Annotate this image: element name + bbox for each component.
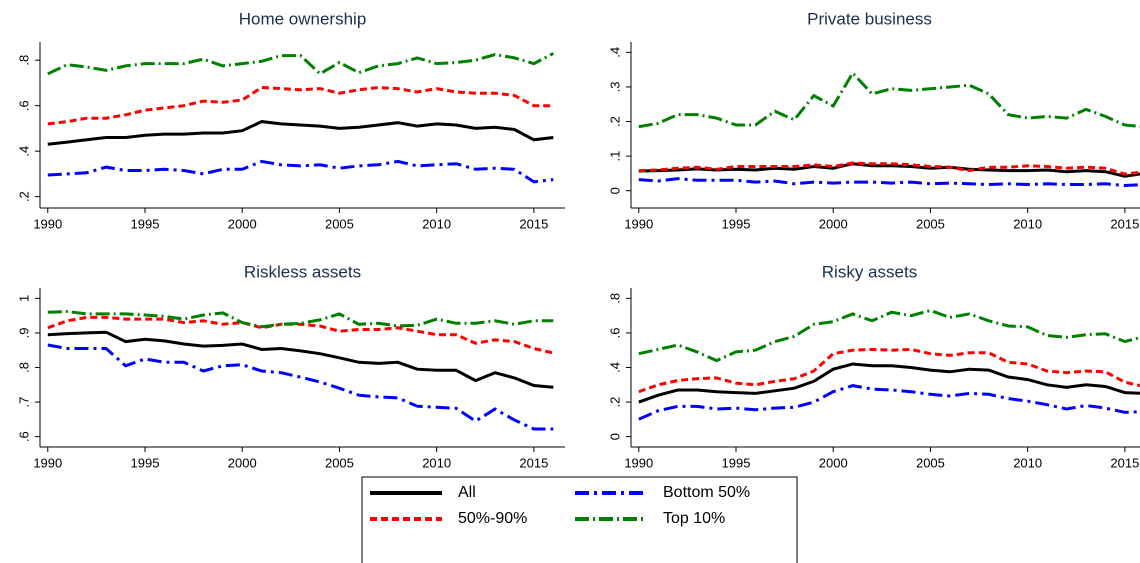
y-tick-label: .8: [16, 55, 31, 66]
chart-title: Private business: [807, 9, 932, 28]
x-tick-label: 2005: [916, 455, 945, 470]
y-tick-label: .2: [607, 397, 622, 408]
series-line: [638, 70, 1140, 129]
x-tick-label: 1995: [131, 216, 160, 231]
series-line: [638, 362, 1140, 404]
x-tick-label: 1990: [624, 216, 653, 231]
x-tick-label: 2015: [1110, 216, 1139, 231]
y-tick-label: 0: [607, 187, 622, 194]
y-tick-label: .9: [16, 328, 31, 339]
y-tick-label: .2: [16, 191, 31, 202]
x-tick-label: 2000: [228, 455, 257, 470]
series-line: [47, 52, 554, 76]
x-tick-label: 2010: [422, 455, 451, 470]
chart-title: Riskless assets: [244, 262, 361, 281]
chart-title: Home ownership: [239, 9, 367, 28]
y-tick-label: .6: [16, 100, 31, 111]
series-line: [638, 162, 1140, 178]
y-tick-label: .6: [607, 328, 622, 339]
x-tick-label: 2010: [1013, 216, 1042, 231]
x-tick-label: 2000: [819, 455, 848, 470]
chart-title: Risky assets: [822, 262, 917, 281]
series-line: [638, 308, 1140, 363]
legend-label: 50%-90%: [458, 510, 527, 527]
y-tick-label: .7: [16, 397, 31, 408]
series-line: [47, 309, 554, 329]
legend-label: All: [458, 484, 476, 501]
x-tick-label: 1995: [722, 455, 751, 470]
legend-label: Top 10%: [663, 510, 725, 527]
x-tick-label: 2000: [228, 216, 257, 231]
series-line: [638, 161, 1140, 176]
series-line: [47, 330, 554, 389]
series-line: [47, 85, 554, 126]
y-tick-label: .2: [607, 116, 622, 127]
y-tick-label: 1: [16, 295, 31, 302]
x-tick-label: 1995: [131, 455, 160, 470]
x-tick-label: 2015: [1110, 455, 1139, 470]
x-tick-label: 2005: [916, 216, 945, 231]
series-line: [47, 120, 554, 146]
x-tick-label: 2010: [422, 216, 451, 231]
x-tick-label: 2000: [819, 216, 848, 231]
y-tick-label: .6: [16, 431, 31, 442]
x-tick-label: 1990: [33, 455, 62, 470]
series-line: [638, 177, 1140, 188]
x-tick-label: 2005: [325, 216, 354, 231]
x-tick-label: 1990: [33, 216, 62, 231]
legend-label: Bottom 50%: [663, 484, 750, 501]
series-line: [47, 159, 554, 184]
series-line: [638, 347, 1140, 394]
x-tick-label: 2010: [1013, 455, 1042, 470]
x-tick-label: 2015: [519, 455, 548, 470]
y-tick-label: .4: [16, 146, 31, 157]
y-tick-label: .4: [607, 47, 622, 58]
series-line: [47, 315, 554, 355]
y-tick-label: 0: [607, 433, 622, 440]
y-tick-label: .8: [16, 362, 31, 373]
y-tick-label: .1: [607, 151, 622, 162]
y-tick-label: .3: [607, 82, 622, 93]
series-line: [638, 384, 1140, 421]
x-tick-label: 2005: [325, 455, 354, 470]
x-tick-label: 1995: [722, 216, 751, 231]
x-tick-label: 1990: [624, 455, 653, 470]
y-tick-label: .8: [607, 293, 622, 304]
y-tick-label: .4: [607, 362, 622, 373]
x-tick-label: 2015: [519, 216, 548, 231]
series-line: [47, 343, 554, 431]
